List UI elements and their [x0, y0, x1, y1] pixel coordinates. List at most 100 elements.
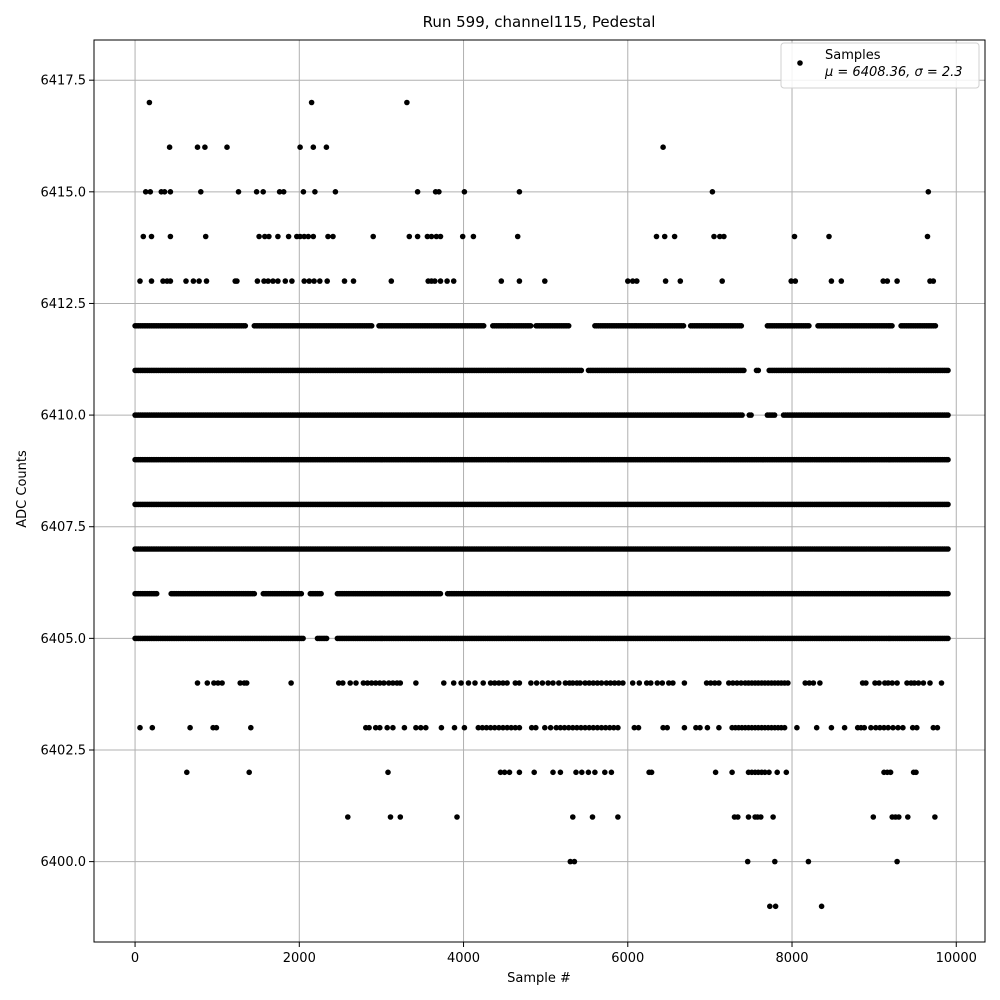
data-point — [500, 724, 506, 731]
data-point — [167, 233, 174, 240]
data-point — [211, 680, 217, 686]
data-point — [324, 278, 331, 284]
data-point — [297, 233, 303, 240]
data-point — [242, 323, 249, 329]
data-point — [251, 590, 258, 597]
data-point — [202, 233, 209, 240]
data-point — [506, 769, 513, 776]
data-point — [550, 769, 556, 776]
data-point — [881, 724, 887, 731]
data-point — [461, 189, 468, 195]
data-point — [461, 724, 468, 731]
data-point — [945, 501, 951, 508]
data-point — [377, 680, 383, 686]
data-point — [574, 724, 580, 731]
data-point — [437, 233, 444, 240]
data-point — [758, 814, 764, 820]
data-point — [745, 814, 752, 820]
data-point — [664, 724, 670, 731]
data-point — [877, 724, 883, 731]
data-point — [648, 680, 654, 686]
data-point — [497, 769, 504, 776]
data-point — [312, 189, 318, 195]
data-point — [496, 724, 502, 731]
data-point — [586, 724, 592, 731]
data-point — [528, 680, 534, 686]
data-point — [325, 233, 331, 240]
data-point — [153, 590, 160, 597]
data-point — [487, 680, 494, 686]
data-point — [330, 233, 336, 240]
data-point — [570, 814, 576, 820]
data-point — [149, 724, 156, 731]
data-point — [550, 680, 556, 686]
data-point — [533, 724, 539, 731]
data-point — [730, 680, 736, 686]
data-point — [707, 680, 714, 686]
data-point — [894, 278, 900, 284]
x-axis-title: Sample # — [507, 971, 571, 986]
data-point — [629, 278, 636, 284]
data-point — [735, 814, 741, 820]
data-point — [659, 680, 666, 686]
data-point — [738, 680, 744, 686]
data-point — [748, 412, 754, 418]
y-tick-label: 6410.0 — [41, 409, 87, 424]
data-point — [841, 724, 848, 731]
data-point — [360, 680, 367, 686]
data-point — [634, 278, 640, 284]
data-point — [920, 680, 927, 686]
data-point — [436, 189, 442, 195]
data-point — [282, 278, 289, 284]
data-point — [414, 189, 421, 195]
data-point — [300, 189, 307, 195]
data-point — [671, 233, 678, 240]
data-point — [297, 144, 303, 150]
data-point — [266, 233, 272, 240]
data-point — [305, 233, 312, 240]
data-point — [608, 769, 615, 776]
data-point — [712, 769, 719, 776]
data-point — [148, 278, 155, 284]
data-point — [660, 724, 666, 731]
data-point — [483, 724, 490, 731]
data-point — [570, 724, 576, 731]
data-point — [643, 680, 650, 686]
data-point — [454, 814, 460, 820]
y-tick-label: 6405.0 — [41, 632, 87, 647]
data-point — [390, 724, 396, 731]
data-point — [275, 278, 281, 284]
data-point — [198, 189, 204, 195]
data-point — [589, 814, 596, 820]
data-point — [368, 323, 375, 329]
data-point — [542, 278, 548, 284]
data-point — [810, 680, 817, 686]
data-point — [744, 858, 751, 865]
data-point — [945, 412, 951, 418]
data-point — [385, 769, 391, 776]
data-point — [498, 278, 505, 284]
data-point — [386, 680, 392, 686]
data-point — [717, 233, 723, 240]
data-point — [565, 323, 572, 329]
data-point — [190, 278, 197, 284]
data-point — [306, 278, 313, 284]
y-tick-label: 6412.5 — [41, 297, 87, 312]
data-point — [611, 724, 617, 731]
data-point — [166, 144, 173, 150]
data-point — [147, 189, 154, 195]
data-point — [828, 278, 835, 284]
y-tick-label: 6415.0 — [41, 185, 87, 200]
data-point — [557, 724, 564, 731]
data-point — [887, 769, 894, 776]
data-point — [137, 724, 143, 731]
data-point — [556, 680, 562, 686]
data-point — [289, 278, 295, 284]
data-point — [721, 233, 727, 240]
data-point — [818, 903, 825, 910]
data-point — [620, 680, 626, 686]
data-point — [341, 278, 348, 284]
data-point — [792, 278, 799, 284]
data-point — [785, 680, 791, 686]
